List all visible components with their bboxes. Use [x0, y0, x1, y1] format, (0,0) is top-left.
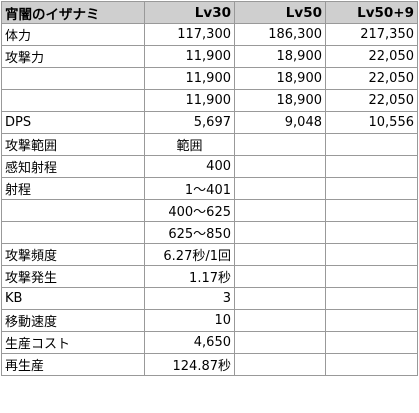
table-row: 体力 117,300 186,300 217,350 — [1, 23, 418, 46]
lv50-value — [234, 309, 326, 332]
table-row: 生産コスト 4,650 — [1, 331, 418, 354]
lv50-value: 18,900 — [234, 67, 326, 90]
lv30-value: 11,900 — [144, 67, 235, 90]
lv50-value — [234, 331, 326, 354]
lv30-value: 400 — [144, 155, 235, 178]
lv50-plus9-value — [325, 243, 418, 266]
unit-name-header: 宵闇のイザナミ — [1, 1, 145, 24]
lv50-value — [234, 199, 326, 222]
lv50-value: 9,048 — [234, 111, 326, 134]
row-label: 生産コスト — [1, 331, 145, 354]
row-label: 攻撃力 — [1, 45, 145, 68]
lv50-plus9-value — [325, 309, 418, 332]
lv30-value: 11,900 — [144, 89, 235, 112]
lv50-plus9-value: 10,556 — [325, 111, 418, 134]
lv50-value — [234, 243, 326, 266]
table-row: KB 3 — [1, 287, 418, 310]
lv50-value: 18,900 — [234, 45, 326, 68]
table-row: 攻撃力 11,900 18,900 22,050 — [1, 45, 418, 68]
table-row: 11,900 18,900 22,050 — [1, 67, 418, 90]
table-row: 11,900 18,900 22,050 — [1, 89, 418, 112]
lv50-plus9-value — [325, 287, 418, 310]
lv50-plus9-value: 217,350 — [325, 23, 418, 46]
lv30-value: 4,650 — [144, 331, 235, 354]
unit-stats-table: 宵闇のイザナミ Lv30 Lv50 Lv50+9 体力 117,300 186,… — [1, 1, 418, 376]
row-label: 感知射程 — [1, 155, 145, 178]
lv50-plus9-value: 22,050 — [325, 45, 418, 68]
table-row: 攻撃頻度 6.27秒/1回 — [1, 243, 418, 266]
lv50-value — [234, 177, 326, 200]
table-row: 移動速度 10 — [1, 309, 418, 332]
table-row: 625～850 — [1, 221, 418, 244]
lv30-value: 117,300 — [144, 23, 235, 46]
row-label — [1, 199, 145, 222]
lv30-value: 1～401 — [144, 177, 235, 200]
row-label: 攻撃頻度 — [1, 243, 145, 266]
table-row: 再生産 124.87秒 — [1, 353, 418, 376]
row-label: 射程 — [1, 177, 145, 200]
lv30-value: 10 — [144, 309, 235, 332]
lv50-plus9-value — [325, 199, 418, 222]
row-label — [1, 221, 145, 244]
row-label: 体力 — [1, 23, 145, 46]
lv30-value: 1.17秒 — [144, 265, 235, 288]
lv50-value — [234, 287, 326, 310]
table-row: 400～625 — [1, 199, 418, 222]
lv30-value: 400～625 — [144, 199, 235, 222]
lv50-value — [234, 353, 326, 376]
row-label: DPS — [1, 111, 145, 134]
lv30-value: 6.27秒/1回 — [144, 243, 235, 266]
lv50-value — [234, 155, 326, 178]
lv50-plus9-value: 22,050 — [325, 89, 418, 112]
row-label: 攻撃発生 — [1, 265, 145, 288]
header-row: 宵闇のイザナミ Lv30 Lv50 Lv50+9 — [1, 1, 418, 24]
lv50-plus9-value — [325, 265, 418, 288]
lv50-plus9-value — [325, 133, 418, 156]
lv30-value: 3 — [144, 287, 235, 310]
row-label: 再生産 — [1, 353, 145, 376]
row-label: KB — [1, 287, 145, 310]
lv50-header: Lv50 — [234, 1, 326, 24]
row-label: 移動速度 — [1, 309, 145, 332]
lv50-plus9-value: 22,050 — [325, 67, 418, 90]
lv30-value: 5,697 — [144, 111, 235, 134]
lv30-value: 625～850 — [144, 221, 235, 244]
table-row: 感知射程 400 — [1, 155, 418, 178]
lv50-plus9-value — [325, 221, 418, 244]
lv50-plus9-value — [325, 331, 418, 354]
lv50-plus9-value — [325, 177, 418, 200]
table-row: 攻撃範囲 範囲 — [1, 133, 418, 156]
lv30-value: 範囲 — [144, 133, 235, 156]
lv50-plus9-header: Lv50+9 — [325, 1, 418, 24]
lv30-value: 11,900 — [144, 45, 235, 68]
lv50-value: 18,900 — [234, 89, 326, 112]
lv50-value — [234, 133, 326, 156]
lv50-value — [234, 265, 326, 288]
table-row: 射程 1～401 — [1, 177, 418, 200]
lv50-plus9-value — [325, 155, 418, 178]
row-label — [1, 89, 145, 112]
lv30-header: Lv30 — [144, 1, 235, 24]
row-label — [1, 67, 145, 90]
lv50-plus9-value — [325, 353, 418, 376]
table-row: 攻撃発生 1.17秒 — [1, 265, 418, 288]
row-label: 攻撃範囲 — [1, 133, 145, 156]
lv50-value: 186,300 — [234, 23, 326, 46]
lv30-value: 124.87秒 — [144, 353, 235, 376]
lv50-value — [234, 221, 326, 244]
table-row: DPS 5,697 9,048 10,556 — [1, 111, 418, 134]
